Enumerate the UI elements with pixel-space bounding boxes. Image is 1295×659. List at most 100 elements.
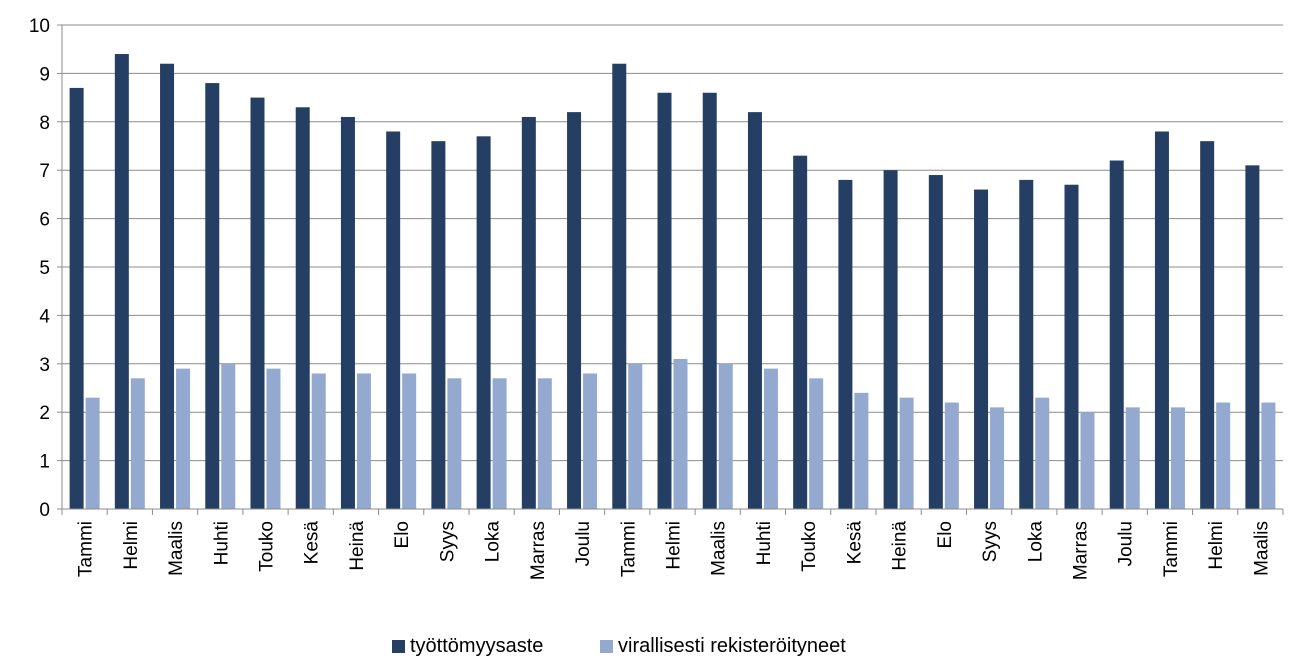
legend-swatch (392, 640, 405, 653)
x-tick-label: Helmi (1206, 521, 1227, 570)
bar (1170, 407, 1185, 509)
bar (793, 155, 808, 509)
x-tick-label: Maalis (166, 521, 187, 576)
bar (990, 407, 1005, 509)
bar (386, 131, 401, 510)
bar (266, 368, 281, 509)
bar (854, 392, 869, 509)
bar (114, 54, 129, 509)
series-1 (85, 358, 1276, 509)
x-tick-label: Marras (528, 521, 549, 580)
y-tick-label: 9 (39, 64, 50, 85)
x-tick-label: Heinä (890, 521, 911, 571)
bar (340, 116, 355, 510)
y-tick-label: 5 (39, 258, 50, 279)
x-tick-label: Touko (799, 521, 820, 572)
x-tick-label: Syys (437, 521, 458, 562)
bar (747, 112, 762, 510)
x-tick-label: Helmi (664, 521, 685, 570)
legend-swatch (600, 640, 613, 653)
x-tick-label: Kesä (844, 521, 865, 565)
bar (402, 373, 417, 509)
bar (628, 363, 643, 509)
y-tick-label: 10 (29, 16, 50, 37)
x-tick-label: Tammi (76, 521, 97, 577)
x-tick-label: Syys (980, 521, 1001, 562)
axes (57, 24, 1284, 515)
x-tick-label: Huhti (211, 521, 232, 565)
bar (1064, 184, 1079, 509)
legend-label: työttömyysaste (410, 635, 543, 657)
x-tick-label: Loka (483, 521, 504, 563)
x-tick-label: Kesä (302, 521, 323, 565)
bar (1216, 402, 1231, 509)
bar (1245, 165, 1260, 510)
x-tick-label: Joulu (573, 521, 594, 566)
bar (1109, 160, 1124, 509)
y-tick-label: 4 (39, 306, 50, 327)
bar (476, 136, 491, 509)
bar (1261, 402, 1276, 509)
bar (1125, 407, 1140, 509)
bar (1035, 397, 1050, 509)
bar (809, 378, 824, 509)
bar (130, 378, 145, 509)
bar (447, 378, 462, 509)
legend-item: työttömyysaste (392, 635, 543, 657)
bar (673, 358, 688, 509)
bar (763, 368, 778, 509)
y-tick-label: 8 (39, 113, 50, 134)
x-tick-label: Maalis (1251, 521, 1272, 576)
x-tick-label: Tammi (618, 521, 639, 577)
bar (899, 397, 914, 509)
x-tick-label: Touko (257, 521, 278, 572)
bar (838, 179, 853, 509)
bar (1080, 412, 1095, 509)
bar (85, 397, 100, 509)
bar (160, 63, 175, 509)
bar (250, 97, 265, 509)
y-axis-ticks: 0 1 2 3 4 5 6 7 8 9 10 (29, 16, 51, 521)
bar (718, 363, 733, 509)
x-tick-label: Loka (1025, 521, 1046, 563)
x-tick-label: Marras (1071, 521, 1092, 580)
bars (69, 54, 1276, 510)
bar (311, 373, 326, 509)
x-tick-label: Heinä (347, 521, 368, 571)
series-0 (69, 54, 1260, 510)
x-tick-label: Joulu (1116, 521, 1137, 566)
x-tick-label: Maalis (709, 521, 730, 576)
legend-label: virallisesti rekisteröityneet (618, 635, 846, 657)
x-tick-label: Elo (935, 521, 956, 548)
bar (612, 63, 627, 509)
x-tick-label: Helmi (121, 521, 142, 570)
y-tick-label: 7 (39, 161, 50, 182)
bar (657, 92, 672, 509)
y-tick-label: 0 (39, 500, 50, 521)
bar (944, 402, 959, 509)
bar (974, 189, 989, 509)
legend-item: virallisesti rekisteröityneet (600, 635, 846, 657)
x-axis-ticks: Tammi Helmi Maalis Huhti Touko Kesä Heinä Elo Sy… (76, 521, 1273, 581)
gridlines (62, 24, 1283, 462)
bar (431, 141, 446, 509)
bar (205, 83, 220, 509)
bar (221, 363, 236, 509)
y-tick-label: 1 (39, 452, 50, 473)
bar (537, 378, 552, 509)
bar (928, 175, 943, 510)
bar (69, 87, 84, 510)
bar (567, 112, 582, 510)
y-tick-label: 3 (39, 355, 50, 376)
bar (295, 107, 310, 509)
x-tick-label: Elo (392, 521, 413, 548)
bar (883, 170, 898, 509)
bar (1200, 141, 1215, 509)
y-tick-label: 6 (39, 210, 50, 231)
bar (583, 373, 598, 509)
bar (1019, 179, 1034, 509)
legend: työttömyysaste virallisesti rekisteröityn… (392, 635, 846, 657)
bar (176, 368, 191, 509)
bar (356, 373, 371, 509)
bar (521, 116, 536, 510)
